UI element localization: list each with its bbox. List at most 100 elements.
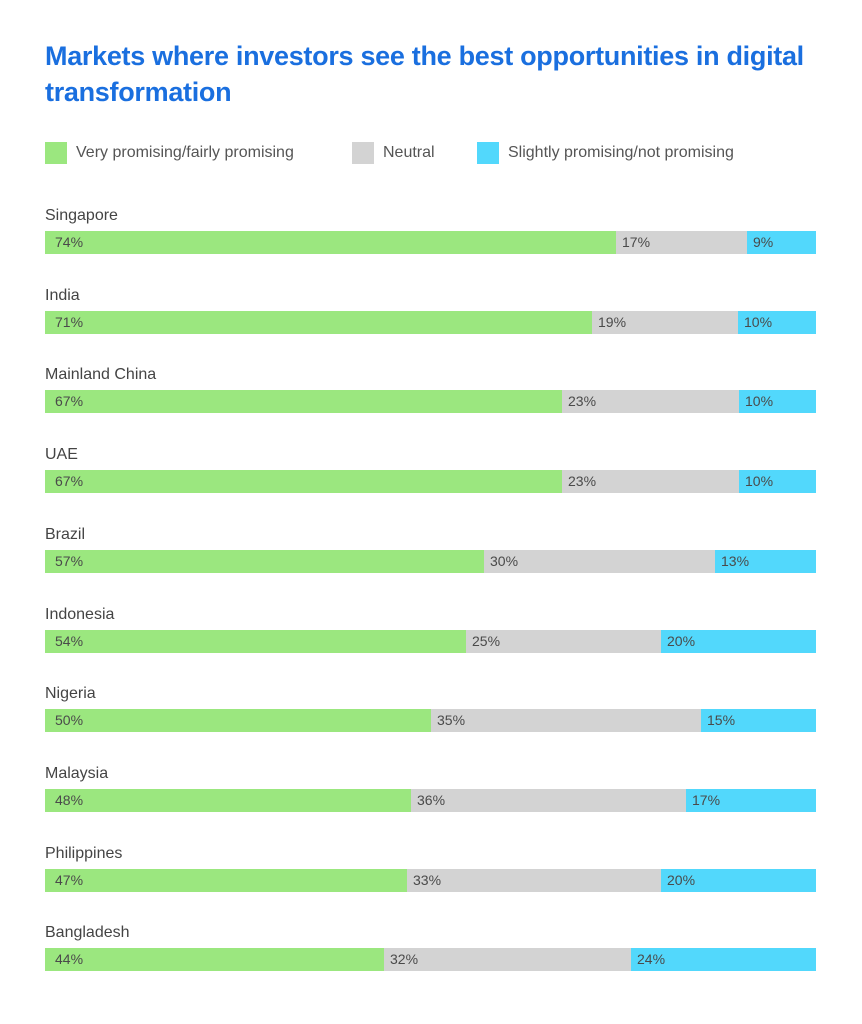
stacked-bar: 74% 17% 9%	[45, 231, 816, 254]
data-label: 47%	[55, 871, 84, 888]
data-label: 20%	[667, 632, 696, 649]
bar-segment-very-promising: 67%	[45, 390, 562, 414]
bar-segment-not-promising: 9%	[747, 231, 816, 254]
category-label: Bangladesh	[45, 924, 130, 942]
bar-segment-neutral: 35%	[431, 709, 701, 733]
legend-label-neutral: Neutral	[383, 144, 435, 161]
legend-swatch-neutral	[352, 142, 374, 164]
data-label: 9%	[753, 234, 774, 250]
bar-segment-very-promising: 71%	[45, 310, 592, 334]
bar-segment-very-promising: 50%	[45, 709, 431, 733]
bar-segment-not-promising: 24%	[631, 948, 816, 972]
stacked-bar: 48% 36% 17%	[45, 788, 816, 812]
data-label: 44%	[55, 951, 84, 968]
stacked-bar: 71% 19% 10%	[45, 310, 816, 334]
bar-segment-very-promising: 74%	[45, 231, 616, 254]
bar-row: Mainland China 67% 23% 10%	[45, 365, 816, 415]
bar-segment-neutral: 23%	[562, 390, 739, 414]
bar-row: Brazil 57% 30% 13%	[45, 525, 816, 575]
bar-segment-not-promising: 15%	[701, 709, 816, 733]
chart-title: Markets where investors see the best opp…	[45, 41, 804, 107]
category-label: Brazil	[45, 525, 86, 543]
legend-label-not-promising: Slightly promising/not promising	[508, 144, 734, 161]
category-label: Indonesia	[45, 605, 115, 623]
stacked-bar: 44% 32% 24%	[45, 948, 816, 972]
category-label: Singapore	[45, 207, 118, 224]
data-label: 35%	[437, 712, 466, 729]
bar-row: Indonesia 54% 25% 20%	[45, 605, 816, 655]
data-label: 15%	[707, 712, 736, 729]
data-label: 10%	[745, 393, 774, 410]
bar-row: UAE 67% 23% 10%	[45, 445, 816, 495]
data-label: 71%	[55, 313, 84, 330]
bar-segment-neutral: 19%	[592, 310, 738, 334]
stacked-bar: 57% 30% 13%	[45, 549, 816, 573]
data-label: 13%	[721, 552, 750, 569]
data-label: 67%	[55, 393, 84, 410]
category-label: UAE	[45, 446, 78, 464]
stacked-bar: 67% 23% 10%	[45, 470, 816, 494]
data-label: 24%	[637, 951, 666, 968]
bar-segment-very-promising: 48%	[45, 788, 411, 812]
stacked-bar: 54% 25% 20%	[45, 629, 816, 653]
bar-segment-very-promising: 44%	[45, 948, 384, 972]
data-label: 50%	[55, 712, 84, 729]
bar-row: Malaysia 48% 36% 17%	[45, 764, 816, 814]
stacked-bar: 47% 33% 20%	[45, 868, 816, 892]
bar-segment-not-promising: 20%	[661, 868, 816, 892]
data-label: 30%	[490, 552, 519, 569]
bar-segment-very-promising: 54%	[45, 629, 466, 653]
bar-segment-very-promising: 47%	[45, 868, 407, 892]
stacked-bar: 50% 35% 15%	[45, 709, 816, 733]
data-label: 32%	[390, 951, 419, 968]
bar-segment-not-promising: 13%	[715, 549, 816, 573]
bar-segment-not-promising: 10%	[739, 470, 816, 494]
data-label: 36%	[417, 791, 446, 808]
data-label: 57%	[55, 552, 84, 569]
bar-row: India 71% 19% 10%	[45, 286, 816, 336]
data-label: 54%	[55, 632, 84, 649]
category-label: Nigeria	[45, 685, 96, 703]
bar-segment-not-promising: 10%	[738, 310, 816, 334]
legend-swatch-very-promising	[45, 142, 67, 164]
data-label: 10%	[744, 313, 773, 330]
bar-segment-not-promising: 10%	[739, 390, 816, 414]
bar-row: Philippines 47% 33% 20%	[45, 844, 816, 894]
bar-segment-neutral: 30%	[484, 549, 715, 573]
legend-item-not-promising: Slightly promising/not promising	[477, 142, 734, 164]
bar-segment-neutral: 17%	[616, 231, 747, 254]
data-label: 17%	[622, 234, 651, 250]
bar-row: Singapore 74% 17% 9%	[45, 206, 816, 256]
legend-item-neutral: Neutral	[352, 142, 435, 164]
bar-segment-neutral: 23%	[562, 470, 739, 494]
data-label: 48%	[55, 791, 84, 808]
stacked-bar: 67% 23% 10%	[45, 390, 816, 414]
category-label: India	[45, 286, 80, 304]
data-label: 20%	[667, 871, 696, 888]
bar-segment-neutral: 33%	[407, 868, 661, 892]
bar-segment-neutral: 32%	[384, 948, 631, 972]
bar-segment-not-promising: 17%	[686, 788, 816, 812]
data-label: 17%	[692, 791, 721, 808]
category-label: Malaysia	[45, 764, 109, 782]
bar-row: Nigeria 50% 35% 15%	[45, 684, 816, 734]
data-label: 23%	[568, 473, 597, 490]
bar-row: Bangladesh 44% 32% 24%	[45, 923, 816, 973]
category-label: Mainland China	[45, 366, 157, 384]
legend-swatch-not-promising	[477, 142, 499, 164]
data-label: 33%	[413, 871, 442, 888]
bar-segment-neutral: 25%	[466, 629, 661, 653]
bar-segment-not-promising: 20%	[661, 629, 816, 653]
legend-label-very-promising: Very promising/fairly promising	[76, 144, 294, 161]
bar-segment-very-promising: 67%	[45, 470, 562, 494]
bar-segment-neutral: 36%	[411, 788, 686, 812]
data-label: 67%	[55, 473, 84, 490]
data-label: 74%	[55, 234, 84, 250]
data-label: 23%	[568, 393, 597, 410]
data-label: 25%	[472, 632, 501, 649]
legend-item-very-promising: Very promising/fairly promising	[45, 142, 294, 164]
data-label: 19%	[598, 313, 627, 330]
data-label: 10%	[745, 473, 774, 490]
bar-segment-very-promising: 57%	[45, 549, 484, 573]
category-label: Philippines	[45, 844, 123, 862]
